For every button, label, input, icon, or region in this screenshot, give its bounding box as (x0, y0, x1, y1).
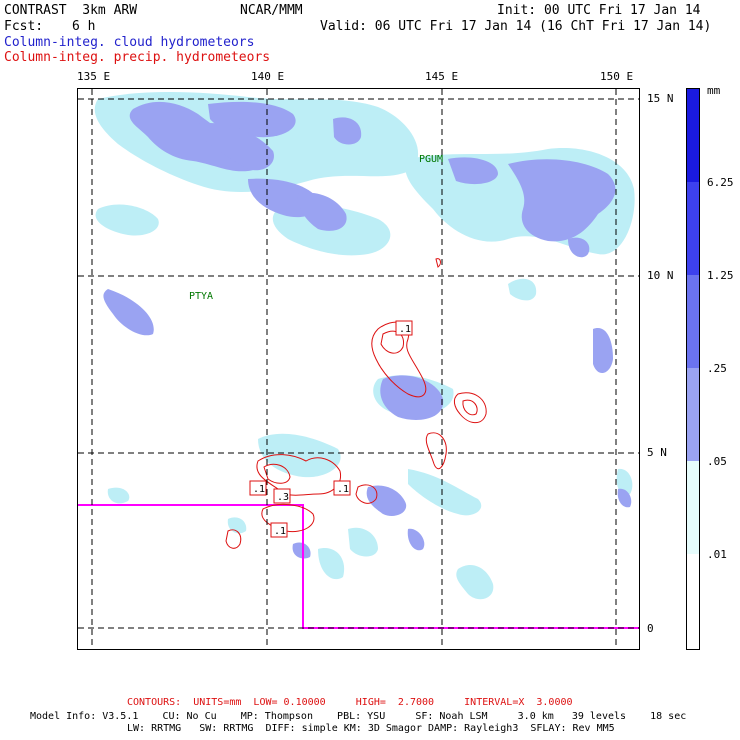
map-panel: PGUM PTYA .1 .1 .1 .3 .1 (77, 88, 640, 650)
map-canvas: PGUM PTYA .1 .1 .1 .3 .1 (78, 89, 639, 649)
lon-label: 135 E (77, 70, 111, 83)
lat-lon-grid (78, 89, 639, 649)
place-label-ptya: PTYA (189, 291, 213, 302)
org-label: NCAR/MMM (240, 3, 303, 18)
cloud-field-medium (103, 101, 632, 559)
init-time: Init: 00 UTC Fri 17 Jan 14 (497, 3, 701, 18)
lat-label: 0 (647, 622, 654, 635)
lon-label: 145 E (425, 70, 459, 83)
lon-label: 140 E (251, 70, 285, 83)
colorbar (686, 88, 700, 650)
colorbar-label: .25 (707, 362, 727, 375)
contour-label: .1 (337, 484, 349, 495)
colorbar-segment (687, 368, 699, 461)
contour-label-group: .1 .1 .1 .3 .1 (249, 320, 413, 538)
forecast-hour: 6 h (72, 19, 96, 34)
contour-label: .1 (399, 324, 411, 335)
lat-label: 15 N (647, 92, 674, 105)
valid-time: Valid: 06 UTC Fri 17 Jan 14 (16 ChT Fri … (320, 19, 712, 34)
colorbar-label: 1.25 (707, 269, 734, 282)
precip-contours (225, 258, 487, 549)
model-info-line2: LW: RRTMG SW: RRTMG DIFF: simple KM: 3D … (127, 723, 615, 734)
colorbar-segment (687, 275, 699, 368)
colorbar-segment (687, 89, 699, 182)
colorbar-label: .05 (707, 455, 727, 468)
colorbar-segment (687, 461, 699, 554)
colorbar-segment (687, 182, 699, 275)
contour-label: .3 (277, 492, 289, 503)
place-label-pgum: PGUM (419, 154, 443, 165)
contour-label: .1 (253, 484, 265, 495)
domain-boundary (78, 504, 639, 629)
field-title-cloud: Column-integ. cloud hydrometeors (4, 35, 255, 50)
contour-info: CONTOURS: UNITS=mm LOW= 0.10000 HIGH= 2.… (127, 697, 573, 708)
contour-label: .1 (274, 526, 286, 537)
lat-label: 5 N (647, 446, 667, 459)
model-title: CONTRAST 3km ARW (4, 3, 138, 18)
lat-label: 10 N (647, 269, 674, 282)
forecast-label: Fcst: (4, 19, 44, 34)
colorbar-segment (687, 554, 699, 649)
field-title-precip: Column-integ. precip. hydrometeors (4, 50, 271, 65)
colorbar-label: 6.25 (707, 176, 734, 189)
colorbar-unit: mm (707, 84, 721, 97)
model-info-line1: Model Info: V3.5.1 CU: No Cu MP: Thompso… (30, 711, 687, 722)
lon-label: 150 E (600, 70, 634, 83)
colorbar-label: .01 (707, 548, 727, 561)
